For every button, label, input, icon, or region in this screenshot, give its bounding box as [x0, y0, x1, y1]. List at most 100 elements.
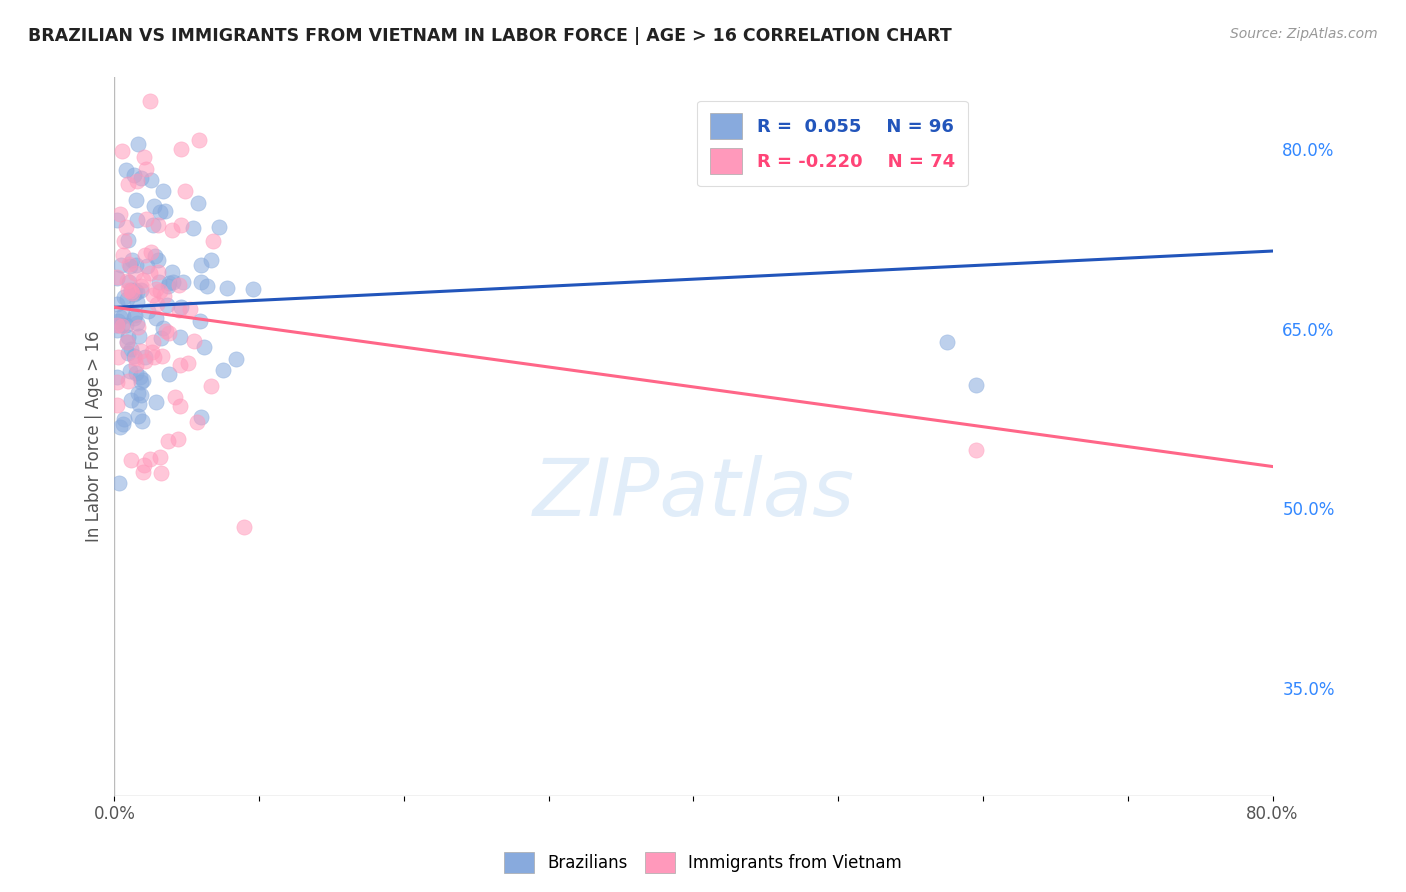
Point	[125, 316, 148, 330]
Point	[132, 373, 155, 387]
Point	[142, 218, 165, 232]
Point	[131, 414, 153, 428]
Point	[122, 350, 145, 364]
Point	[127, 136, 149, 151]
Point	[120, 342, 142, 356]
Point	[125, 294, 148, 309]
Point	[149, 204, 172, 219]
Point	[134, 247, 156, 261]
Point	[108, 310, 131, 325]
Point	[188, 314, 211, 328]
Point	[111, 145, 134, 159]
Point	[111, 417, 134, 432]
Point	[150, 349, 173, 363]
Point	[195, 279, 218, 293]
Point	[139, 95, 162, 109]
Y-axis label: In Labor Force | Age > 16: In Labor Force | Age > 16	[86, 331, 103, 542]
Point	[156, 298, 179, 312]
Point	[127, 174, 149, 188]
Point	[132, 465, 155, 479]
Point	[157, 279, 180, 293]
Point	[156, 434, 179, 448]
Point	[112, 309, 135, 323]
Point	[170, 142, 193, 156]
Point	[105, 369, 128, 384]
Point	[200, 378, 222, 392]
Point	[135, 260, 157, 274]
Point	[174, 184, 197, 198]
Point	[155, 325, 177, 339]
Point	[136, 303, 159, 318]
Point	[233, 519, 256, 533]
Point	[128, 319, 150, 334]
Point	[139, 266, 162, 280]
Point	[114, 318, 136, 332]
Point	[177, 356, 200, 370]
Point	[172, 275, 194, 289]
Point	[124, 284, 146, 298]
Point	[122, 310, 145, 325]
Point	[120, 283, 142, 297]
Point	[110, 258, 132, 272]
Point	[121, 252, 143, 267]
Point	[242, 282, 264, 296]
Point	[212, 362, 235, 376]
Point	[120, 364, 142, 378]
Point	[117, 374, 139, 388]
Point	[118, 257, 141, 271]
Point	[131, 283, 153, 297]
Point	[105, 375, 128, 389]
Point	[143, 250, 166, 264]
Point	[186, 415, 208, 429]
Point	[187, 196, 209, 211]
Point	[125, 358, 148, 372]
Point	[153, 204, 176, 219]
Point	[112, 234, 135, 248]
Point	[167, 303, 190, 318]
Point	[146, 297, 169, 311]
Point	[107, 314, 129, 328]
Point	[105, 271, 128, 285]
Point	[153, 289, 176, 303]
Point	[125, 367, 148, 381]
Point	[183, 221, 205, 235]
Legend: Brazilians, Immigrants from Vietnam: Brazilians, Immigrants from Vietnam	[498, 846, 908, 880]
Point	[160, 265, 183, 279]
Point	[169, 400, 191, 414]
Point	[117, 330, 139, 344]
Point	[115, 163, 138, 178]
Point	[107, 270, 129, 285]
Point	[117, 177, 139, 191]
Legend: R =  0.055    N = 96, R = -0.220    N = 74: R = 0.055 N = 96, R = -0.220 N = 74	[697, 101, 967, 186]
Point	[935, 334, 957, 349]
Point	[139, 245, 162, 260]
Point	[225, 352, 247, 367]
Point	[105, 323, 128, 337]
Point	[115, 219, 138, 234]
Point	[108, 476, 131, 491]
Point	[157, 367, 180, 381]
Point	[170, 218, 193, 232]
Point	[117, 274, 139, 288]
Point	[118, 259, 141, 273]
Point	[112, 290, 135, 304]
Point	[117, 293, 139, 307]
Point	[149, 450, 172, 464]
Point	[128, 370, 150, 384]
Point	[124, 308, 146, 322]
Point	[110, 318, 132, 333]
Point	[145, 282, 167, 296]
Point	[107, 350, 129, 364]
Point	[148, 284, 170, 298]
Point	[148, 276, 170, 290]
Point	[162, 275, 184, 289]
Point	[139, 451, 162, 466]
Point	[183, 334, 205, 348]
Point	[105, 318, 128, 332]
Point	[163, 390, 186, 404]
Point	[127, 409, 149, 424]
Point	[150, 467, 173, 481]
Point	[121, 285, 143, 300]
Point	[129, 388, 152, 402]
Point	[190, 275, 212, 289]
